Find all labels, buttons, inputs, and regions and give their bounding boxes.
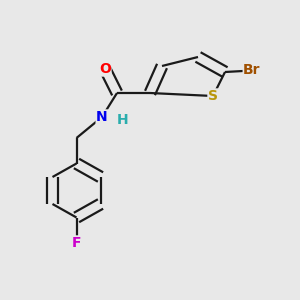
- Text: F: F: [72, 236, 81, 250]
- Text: S: S: [208, 89, 218, 103]
- Text: H: H: [117, 113, 129, 127]
- Text: O: O: [99, 62, 111, 76]
- Text: N: N: [96, 110, 108, 124]
- Text: Br: Br: [243, 64, 261, 77]
